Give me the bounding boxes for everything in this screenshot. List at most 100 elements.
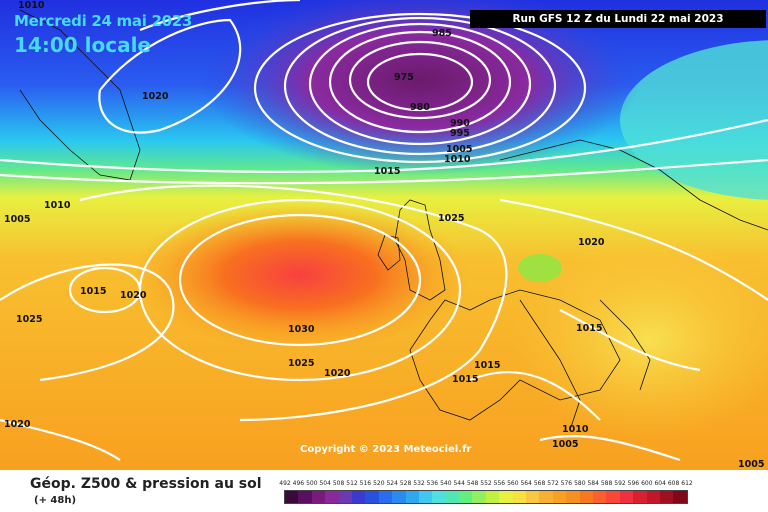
isobar-label: 1015: [452, 374, 478, 385]
isobar-label: 1025: [288, 358, 314, 369]
isobar-label: 1025: [438, 213, 464, 224]
weather-map: 1010 1020 985 975 980 990 995 1005 1010 …: [0, 0, 768, 470]
low-pressure-core: [200, 0, 640, 175]
isobar-label: 980: [410, 102, 430, 113]
colorbar-cell: [392, 491, 406, 503]
colorbar-tick-label: 496: [292, 480, 305, 487]
colorbar-tick-label: 588: [600, 480, 613, 487]
colorbar-tick-label: 504: [319, 480, 331, 487]
colorbar-cell: [566, 491, 580, 503]
colorbar-cell: [633, 491, 647, 503]
colorbar-cell: [432, 491, 446, 503]
colorbar-tick-label: 552: [480, 480, 492, 487]
isobar-label: 1010: [18, 0, 45, 11]
colorbar-cell: [311, 491, 326, 503]
colorbar-cell: [579, 491, 593, 503]
isobar-label: 1030: [288, 324, 315, 335]
colorbar-tick-label: 596: [627, 480, 640, 487]
isobar-label: 1015: [474, 360, 500, 371]
colorbar-tick-label: 536: [426, 480, 439, 487]
colorbar-tick-label: 592: [614, 480, 626, 487]
colorbar-cell: [552, 491, 567, 503]
isobar-label: 1020: [142, 91, 169, 102]
central-europe-trough: [518, 254, 562, 282]
colorbar-cell: [445, 491, 460, 503]
colorbar-cell: [539, 491, 553, 503]
pressure-chart: 1010 1020 985 975 980 990 995 1005 1010 …: [0, 0, 768, 470]
colorbar-cell: [285, 491, 299, 503]
copyright: Copyright © 2023 Meteociel.fr: [300, 444, 472, 455]
coastlines: [19, 9, 768, 431]
colorbar-tick-label: 576: [560, 480, 573, 487]
colorbar-tick-label: 524: [386, 480, 398, 487]
isobar-label: 1015: [80, 286, 106, 297]
eastern-ridge: [510, 240, 768, 440]
colorbar-cell: [325, 491, 339, 503]
colorbar-cell: [673, 491, 687, 503]
colorbar-cell: [592, 491, 607, 503]
colorbar-cell: [459, 491, 473, 503]
run-banner: Run GFS 12 Z du Lundi 22 mai 2023: [470, 10, 766, 28]
isobar-label: 1010: [562, 424, 589, 435]
z500-east-band: [620, 40, 768, 200]
colorbar-tick-label: 612: [681, 480, 693, 487]
colorbar-tick-label: 608: [667, 480, 680, 487]
isobar-label: 1025: [16, 314, 42, 325]
colorbar-cell: [485, 491, 500, 503]
colorbar-tick-label: 500: [306, 480, 318, 487]
colorbar-tick-label: 564: [520, 480, 532, 487]
colorbar-tick-label: 540: [440, 480, 452, 487]
isobar-labels: 1010 1020 985 975 980 990 995 1005 1010 …: [4, 0, 764, 470]
colorbar-tick-label: 548: [466, 480, 479, 487]
colorbar-tick-label: 520: [373, 480, 385, 487]
footer: Géop. Z500 & pression au sol (+ 48h) 492…: [0, 470, 768, 512]
isobar-label: 1010: [44, 200, 71, 211]
colorbar-cell: [351, 491, 366, 503]
chart-title: Géop. Z500 & pression au sol: [30, 476, 262, 492]
colorbar-tick-label: 512: [346, 480, 358, 487]
colorbar-cell: [646, 491, 660, 503]
isobar-label: 1020: [578, 237, 605, 248]
colorbar-tick-label: 492: [279, 480, 291, 487]
isobar-label: 1020: [324, 368, 351, 379]
colorbar-cell: [298, 491, 312, 503]
colorbar-tick-label: 556: [493, 480, 506, 487]
colorbar-cell: [512, 491, 527, 503]
colorbar-tick-label: 568: [533, 480, 546, 487]
forecast-lead: (+ 48h): [34, 495, 77, 506]
colorbar-tick-label: 516: [359, 480, 372, 487]
colorbar-tick-label: 584: [587, 480, 599, 487]
colorbar-tick-label: 532: [413, 480, 425, 487]
colorbar-tick-label: 580: [574, 480, 586, 487]
colorbar-cell: [378, 491, 393, 503]
colorbar: [284, 490, 688, 504]
colorbar-cell: [405, 491, 419, 503]
isobar-label: 1005: [446, 144, 472, 155]
isobar-label: 1005: [552, 439, 578, 450]
isobar-label: 1020: [120, 290, 147, 301]
isobar-label: 995: [450, 128, 470, 139]
colorbar-cell: [526, 491, 540, 503]
isobars: [0, 0, 768, 460]
isobar-label: 1005: [4, 214, 30, 225]
colorbar-tick-label: 560: [507, 480, 519, 487]
isobar-label: 985: [432, 28, 452, 39]
colorbar-cell: [418, 491, 433, 503]
colorbar-tick-label: 572: [547, 480, 559, 487]
isobar-label: 975: [394, 72, 414, 83]
colorbar-cell: [499, 491, 513, 503]
colorbar-cell: [659, 491, 674, 503]
isobar-label: 1005: [738, 459, 764, 470]
colorbar-cell: [619, 491, 634, 503]
isobar-label: 1010: [444, 154, 471, 165]
high-pressure-core: [130, 200, 470, 350]
colorbar-tick-label: 544: [453, 480, 465, 487]
colorbar-cell: [606, 491, 620, 503]
colorbar-cell: [472, 491, 486, 503]
isobar-label: 1020: [4, 419, 31, 430]
isobar-label: 990: [450, 118, 470, 129]
colorbar-tick-label: 604: [654, 480, 666, 487]
isobar-label: 1015: [374, 166, 400, 177]
valid-date: Mercredi 24 mai 2023: [14, 12, 193, 30]
colorbar-tick-label: 508: [332, 480, 345, 487]
